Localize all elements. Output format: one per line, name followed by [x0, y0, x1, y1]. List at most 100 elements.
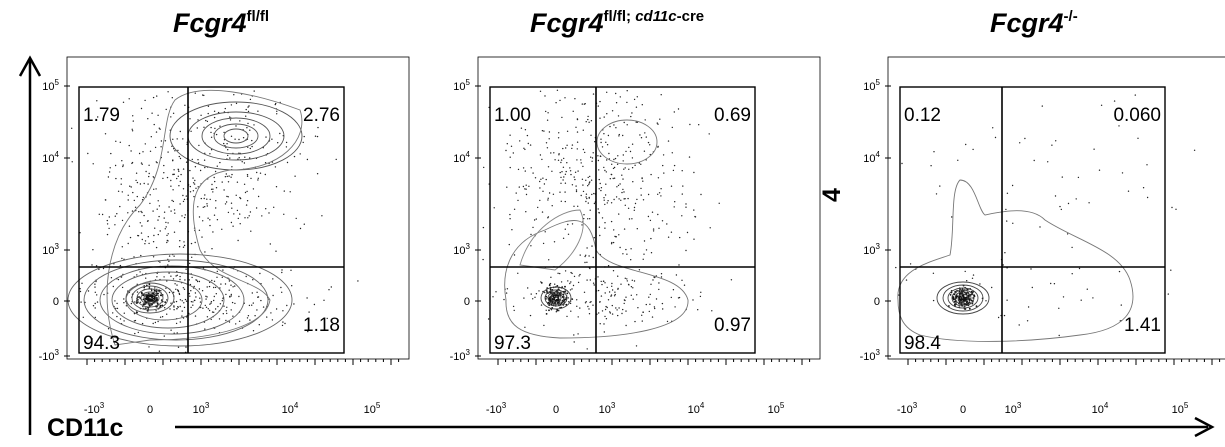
event-dot	[566, 130, 569, 132]
event-dot	[172, 173, 175, 176]
event-dot	[564, 173, 567, 175]
event-dot	[1027, 306, 1030, 308]
event-dot	[649, 144, 651, 146]
event-dot	[158, 215, 160, 218]
event-dot	[642, 199, 645, 201]
event-dot	[253, 124, 255, 126]
event-dot	[156, 298, 158, 301]
event-dot	[195, 187, 197, 189]
event-dot	[625, 248, 627, 251]
event-dot	[216, 276, 218, 278]
event-dot	[639, 134, 641, 136]
event-dot	[225, 319, 227, 322]
event-dot	[635, 345, 638, 347]
event-dot	[586, 348, 588, 350]
event-dot	[216, 270, 218, 273]
event-dot	[598, 226, 601, 228]
event-dot	[509, 134, 511, 136]
event-dot	[662, 154, 665, 156]
event-dot	[597, 155, 599, 157]
event-dot	[163, 211, 166, 213]
event-dot	[128, 225, 131, 227]
event-dot	[630, 248, 632, 250]
event-dot	[259, 172, 262, 174]
event-dot	[219, 303, 222, 305]
event-dot	[206, 205, 208, 207]
event-dot	[249, 211, 252, 213]
event-dot	[159, 128, 161, 130]
event-dot	[935, 193, 938, 195]
event-dot	[110, 113, 113, 115]
event-dot	[107, 176, 110, 178]
event-dot	[610, 294, 613, 296]
event-dot	[251, 292, 253, 294]
y-tick-label: 103	[863, 242, 880, 257]
event-dot	[147, 298, 150, 301]
event-dot	[547, 166, 550, 168]
event-dot	[226, 143, 228, 145]
event-dot	[584, 302, 587, 304]
panel-1-title-sup: fl/fl	[246, 8, 270, 25]
event-dot	[591, 193, 593, 196]
event-dot	[203, 159, 206, 161]
event-dot	[1033, 159, 1035, 162]
event-dot	[127, 212, 129, 214]
event-dot	[238, 295, 240, 298]
event-dot	[185, 346, 187, 348]
event-dot	[274, 103, 276, 106]
event-dot	[570, 173, 572, 176]
event-dot	[230, 176, 232, 178]
event-dot	[120, 183, 122, 185]
event-dot	[108, 227, 110, 230]
event-dot	[611, 163, 613, 165]
event-dot	[214, 308, 217, 310]
event-dot	[140, 210, 142, 213]
event-dot	[612, 241, 615, 244]
event-dot	[135, 179, 137, 182]
event-dot	[525, 211, 527, 213]
event-dot	[202, 307, 204, 309]
contour-ring	[942, 284, 984, 312]
event-dot	[115, 140, 117, 142]
event-dot	[539, 154, 542, 156]
event-dot	[231, 173, 233, 176]
event-dot	[330, 286, 332, 288]
y-tick-label: 104	[42, 150, 59, 165]
event-dot	[589, 267, 591, 270]
event-dot	[233, 94, 235, 96]
event-dot	[194, 315, 197, 317]
event-dot	[535, 293, 538, 295]
event-dot	[670, 185, 673, 187]
contour-ring	[957, 293, 969, 303]
event-dot	[205, 298, 207, 300]
event-dot	[252, 302, 254, 304]
event-dot	[140, 254, 142, 257]
panel-3-title-main: Fcgr4	[990, 8, 1064, 38]
event-dot	[571, 184, 574, 186]
event-dot	[225, 201, 228, 203]
event-dot	[232, 225, 234, 227]
event-dot	[598, 169, 600, 171]
event-dot	[121, 191, 124, 193]
event-dot	[643, 240, 646, 242]
event-dot	[709, 227, 711, 229]
y-tick-label: -103	[860, 348, 881, 363]
event-dot	[139, 222, 141, 224]
event-dot	[957, 159, 959, 161]
event-dot	[94, 283, 96, 285]
event-dot	[282, 310, 284, 312]
event-dot	[284, 322, 286, 325]
event-dot	[121, 246, 124, 248]
event-dot	[119, 264, 122, 267]
event-dot	[147, 220, 149, 222]
event-dot	[207, 112, 209, 115]
event-dot	[212, 188, 214, 190]
event-dot	[1024, 137, 1026, 140]
event-dot	[614, 293, 616, 296]
event-dot	[155, 131, 158, 133]
event-dot	[606, 113, 608, 115]
event-dot	[604, 227, 606, 229]
event-dot	[104, 133, 107, 135]
event-dot	[273, 206, 275, 208]
